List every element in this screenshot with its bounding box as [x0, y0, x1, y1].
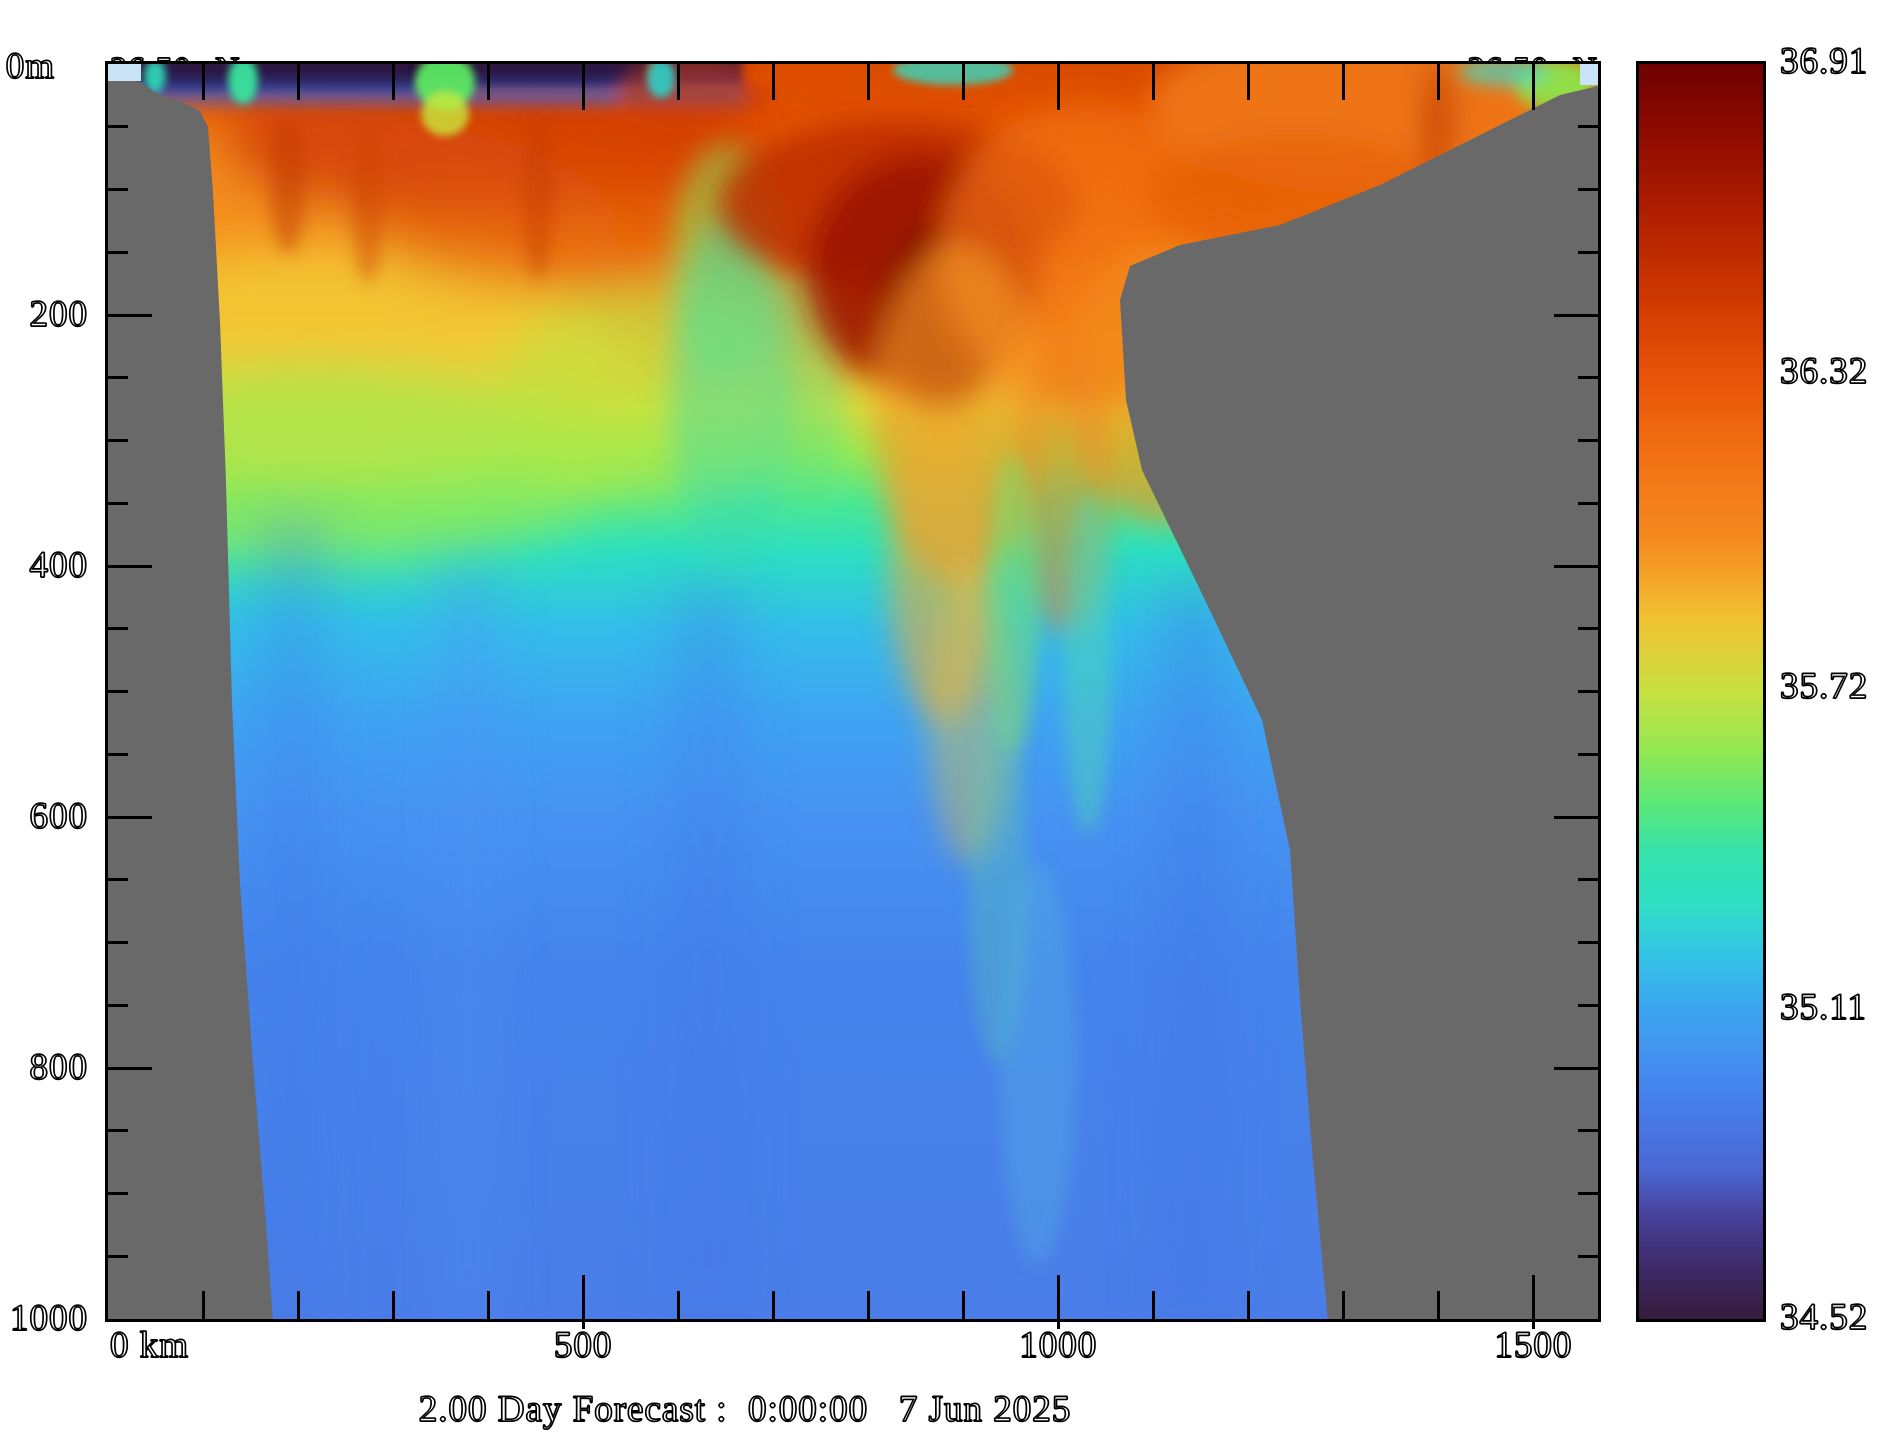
colorbar-tick-label: 36.91: [1779, 41, 1869, 82]
west-red-streaks: [270, 109, 554, 284]
colorbar-tick-label: 36.32: [1779, 351, 1869, 393]
y-tick-label: 400: [29, 545, 88, 586]
salinity-field: [108, 64, 1598, 1319]
x-tick-label: 500: [553, 1325, 613, 1366]
colorbar-gradient: [1639, 64, 1763, 1319]
colorbar-tick-label: 35.72: [1779, 666, 1869, 708]
intrusion-filaments: [968, 454, 1112, 1264]
colorbar: [1636, 61, 1766, 1322]
land-mask-west: [108, 78, 273, 1319]
colorbar-tick-label: 34.52: [1779, 1297, 1869, 1338]
land-mask-east: [1120, 85, 1598, 1319]
colorbar-tick-label: 35.11: [1779, 986, 1867, 1028]
y-tick-label: 600: [29, 796, 88, 837]
plot-area: [105, 61, 1601, 1322]
shelf-cell-west: [108, 64, 141, 81]
x-axis-origin-label: 0 km: [109, 1325, 190, 1366]
y-axis-origin-label: 0m: [5, 46, 55, 87]
forecast-caption: 2.00 Day Forecast : 0:00:00 7 Jun 2025: [418, 1389, 1072, 1430]
y-tick-label: 800: [29, 1047, 88, 1088]
deep-streaks: [258, 514, 1228, 1319]
y-tick-label: 1000: [9, 1298, 88, 1339]
surface-plumes: [144, 64, 1013, 136]
x-tick-label: 1000: [1019, 1325, 1098, 1366]
shelf-cell-east: [1580, 64, 1598, 85]
y-tick-label: 200: [29, 294, 88, 335]
x-tick-label: 1500: [1494, 1325, 1573, 1366]
